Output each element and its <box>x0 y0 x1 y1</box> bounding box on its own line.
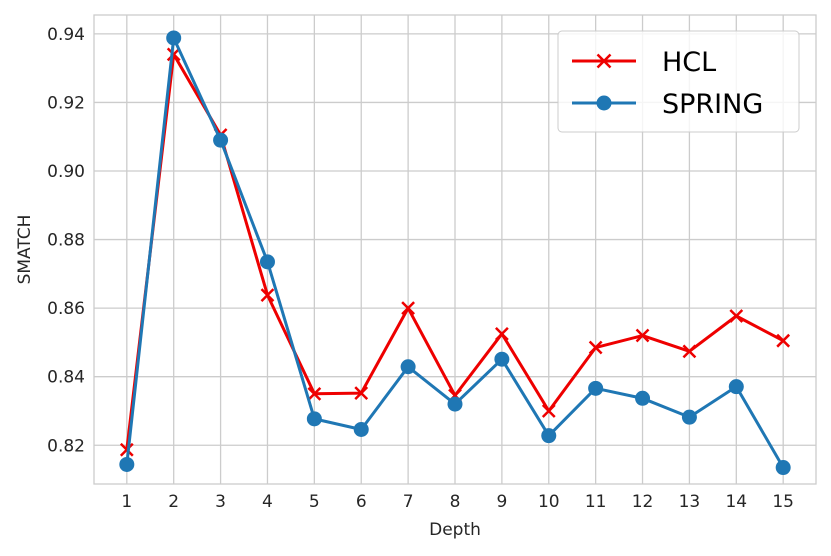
spring-point <box>494 351 510 367</box>
legend-spring-label: SPRING <box>662 89 763 120</box>
x-tick-label: 6 <box>356 492 367 512</box>
spring-point <box>353 421 369 437</box>
spring-point <box>728 379 744 395</box>
x-tick-label: 10 <box>538 492 560 512</box>
x-tick-label: 9 <box>496 492 507 512</box>
x-axis-label: Depth <box>429 520 481 540</box>
x-tick-label: 2 <box>168 492 179 512</box>
series-spring <box>119 30 791 476</box>
legend-hcl-x-marker <box>596 53 612 69</box>
y-tick-label: 0.86 <box>47 299 85 319</box>
y-tick-label: 0.84 <box>47 368 85 388</box>
y-tick-label: 0.90 <box>47 162 85 182</box>
x-tick-label: 14 <box>725 492 747 512</box>
y-tick-label: 0.94 <box>47 25 85 45</box>
y-axis-label: SMATCH <box>15 215 35 285</box>
hcl-point <box>635 328 650 343</box>
y-tick-label: 0.82 <box>47 436 85 456</box>
x-tick-label: 4 <box>262 492 273 512</box>
x-tick-labels: 1 2 3 4 5 6 7 8 9 10 11 12 13 14 15 <box>121 492 794 512</box>
x-tick-label: 12 <box>632 492 654 512</box>
spring-point <box>775 460 791 476</box>
hcl-point <box>354 386 369 401</box>
hcl-point <box>119 442 134 457</box>
spring-point <box>119 456 135 472</box>
x-tick-label: 11 <box>585 492 607 512</box>
hcl-point <box>776 333 791 348</box>
x-tick-label: 1 <box>121 492 132 512</box>
y-tick-label: 0.88 <box>47 231 85 251</box>
hcl-point <box>729 309 744 323</box>
x-tick-label: 13 <box>679 492 701 512</box>
y-tick-labels: 0.82 0.84 0.86 0.88 0.90 0.92 0.94 <box>47 25 85 456</box>
hcl-point <box>541 404 556 418</box>
spring-point <box>541 428 557 444</box>
y-tick-label: 0.92 <box>47 93 85 113</box>
spring-point <box>213 132 229 148</box>
legend-spring-o-marker <box>596 95 612 111</box>
hcl-point <box>588 340 603 355</box>
spring-point <box>400 359 416 375</box>
plot-frame <box>93 14 817 485</box>
spring-point <box>681 409 697 425</box>
spring-point <box>306 411 322 427</box>
legend-frame <box>557 30 800 133</box>
spring-point <box>166 30 182 46</box>
series-lines <box>119 30 791 476</box>
x-tick-label: 15 <box>772 492 794 512</box>
hcl-point <box>260 288 275 302</box>
spring-point <box>588 380 604 396</box>
x-tick-label: 8 <box>450 492 461 512</box>
spring-point <box>259 254 275 270</box>
series-hcl <box>119 47 791 457</box>
spring-point <box>447 396 463 412</box>
x-tick-label: 7 <box>403 492 414 512</box>
legend-hcl-label: HCL <box>662 47 716 78</box>
hcl-point <box>307 386 322 401</box>
hcl-point <box>494 326 509 341</box>
spring-point <box>635 390 651 406</box>
x-tick-label: 5 <box>309 492 320 512</box>
hcl-point <box>166 47 181 62</box>
legend: HCL SPRING <box>557 30 800 133</box>
x-tick-label: 3 <box>215 492 226 512</box>
grid-lines <box>94 15 816 484</box>
hcl-point <box>401 301 416 316</box>
hcl-point <box>682 344 697 359</box>
